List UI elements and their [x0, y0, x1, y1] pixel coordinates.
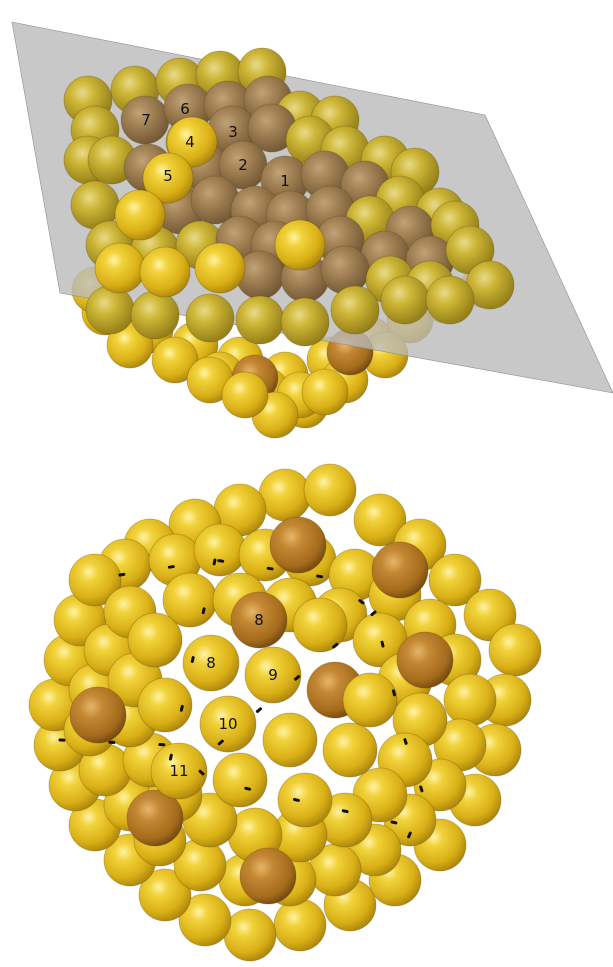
atom-label-8-lower: 8	[206, 654, 216, 672]
atom-label-7: 7	[141, 111, 151, 129]
top-cluster-labels: 1 2 3 4 5 6 7	[141, 100, 290, 190]
surface-atom	[85, 285, 135, 335]
lower-atom	[301, 368, 349, 416]
cluster-atom	[342, 672, 398, 728]
atom-label-4: 4	[185, 133, 195, 151]
atom-label-2: 2	[238, 156, 248, 174]
lower-atom	[151, 336, 199, 384]
surface-atom	[130, 290, 180, 340]
top-cluster-surface-atoms	[63, 47, 515, 347]
cluster-atom	[193, 523, 247, 577]
lower-atom	[221, 371, 269, 419]
cluster-atom	[212, 752, 268, 808]
cluster-atom	[258, 468, 312, 522]
cluster-atom	[353, 493, 407, 547]
cluster-atom	[127, 612, 183, 668]
cluster-atom	[269, 516, 327, 574]
surface-atom	[380, 275, 430, 325]
atom-label-11: 11	[169, 762, 188, 780]
atom-label-10: 10	[218, 715, 237, 733]
surface-atom	[280, 297, 330, 347]
cluster-atom	[137, 677, 193, 733]
highlight-atom	[94, 242, 146, 294]
surface-atom	[330, 285, 380, 335]
cluster-atom	[244, 646, 302, 704]
cluster-atom	[488, 623, 542, 677]
cluster-atom	[68, 553, 122, 607]
atom-label-3: 3	[228, 123, 238, 141]
cluster-atom	[138, 868, 192, 922]
surface-atom	[185, 293, 235, 343]
cluster-atom	[322, 722, 378, 778]
cluster-atom	[239, 847, 297, 905]
cluster-atom	[182, 634, 240, 692]
cluster-atom	[69, 686, 127, 744]
atom-label-6: 6	[180, 100, 190, 118]
atom-label-1: 1	[280, 172, 290, 190]
highlight-atom	[114, 189, 166, 241]
cluster-atom	[178, 893, 232, 947]
atom-label-8-upper: 8	[254, 611, 264, 629]
cluster-atom	[292, 597, 348, 653]
bottom-cluster-panel: 8 8 9 10 11	[28, 463, 542, 962]
bottom-cluster-atoms	[28, 463, 542, 962]
cluster-atom	[199, 695, 257, 753]
atom-label-9: 9	[268, 666, 278, 684]
surface-atom	[425, 275, 475, 325]
cluster-atom	[150, 742, 208, 800]
cluster-atom	[273, 898, 327, 952]
cluster-atom	[262, 712, 318, 768]
highlight-atom	[166, 116, 218, 168]
cluster-atom	[371, 541, 429, 599]
cluster-atom	[277, 772, 333, 828]
cluster-atom	[428, 553, 482, 607]
highlight-atom	[142, 152, 194, 204]
highlight-atom	[274, 219, 326, 271]
bottom-cluster-labels: 8 8 9 10 11	[169, 611, 277, 780]
cluster-atom	[126, 789, 184, 847]
highlight-atom	[139, 246, 191, 298]
highlight-atom	[194, 242, 246, 294]
surface-atom	[235, 295, 285, 345]
cluster-atom	[230, 591, 288, 649]
cluster-atom	[396, 631, 454, 689]
cluster-atom	[223, 908, 277, 962]
cluster-atom	[303, 463, 357, 517]
atom-label-5: 5	[163, 167, 173, 185]
top-cluster-panel: 1 2 3 4 5 6 7	[11, 21, 613, 439]
cluster-atom	[443, 673, 497, 727]
